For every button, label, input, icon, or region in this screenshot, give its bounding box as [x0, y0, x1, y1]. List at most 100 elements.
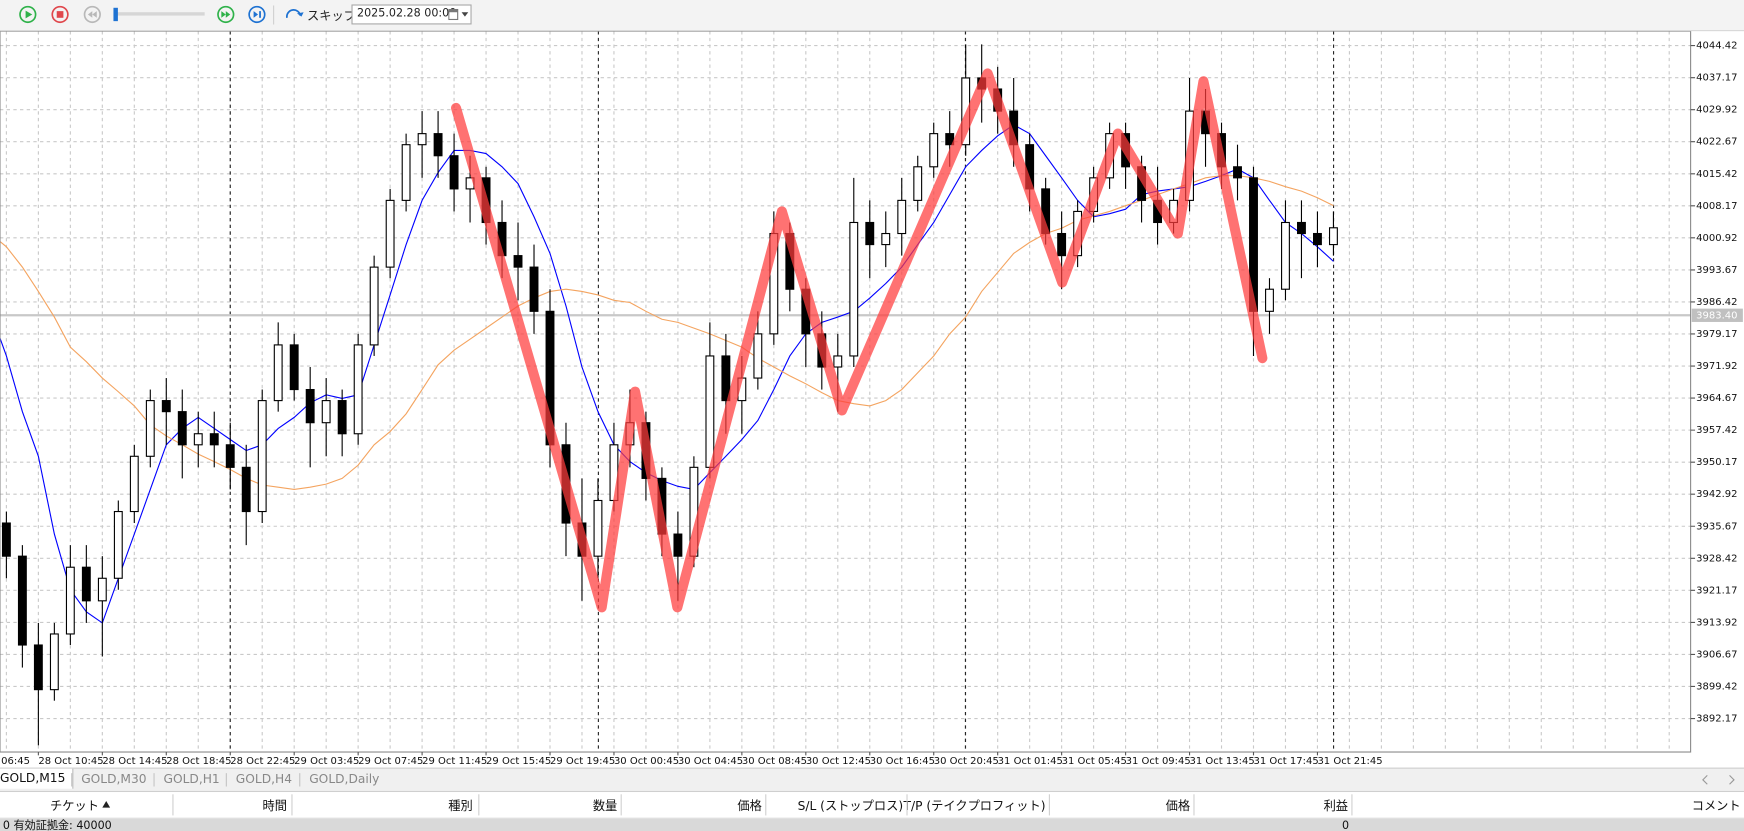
x-tick-label: 28 Oct 22:45: [230, 756, 295, 767]
y-tick-label: 3993.67: [1696, 265, 1737, 276]
column-header[interactable]: 時間: [262, 798, 287, 814]
y-tick-label: 3928.42: [1696, 553, 1737, 564]
play-button[interactable]: [19, 5, 37, 24]
stop-button[interactable]: [51, 5, 69, 24]
fast-forward-button[interactable]: [217, 5, 235, 24]
plot-border: [0, 31, 1692, 753]
y-tick-label: 3906.67: [1696, 649, 1737, 660]
candle-body: [513, 255, 523, 268]
y-tick-label: 3942.92: [1696, 489, 1737, 500]
candle-body: [193, 433, 203, 446]
candle-body: [369, 266, 379, 346]
candle-body: [161, 400, 171, 413]
account-summary-row: : 0 有効証拠金: 40000 0: [0, 818, 1744, 831]
axes: 4044.42 4037.17 4029.92 4022.67 4015.42 4008.…: [1, 41, 1743, 767]
x-tick-label: 30 Oct 20:45: [934, 756, 999, 767]
candle-body: [849, 221, 859, 357]
y-tick-label: 4000.92: [1696, 233, 1737, 244]
x-tick-label: 31 Oct 21:45: [1317, 756, 1382, 767]
candle-body: [321, 400, 331, 424]
chart-tab[interactable]: GOLD,Daily: [309, 772, 380, 787]
y-tick-label: 3964.67: [1696, 393, 1737, 404]
column-header[interactable]: S/L (ストップロス): [797, 798, 904, 814]
column-header[interactable]: 数量: [592, 798, 618, 814]
candle-body: [273, 344, 283, 402]
skip-icon[interactable]: [286, 9, 304, 18]
chart-tab[interactable]: GOLD,H1: [163, 772, 220, 787]
candle-body: [305, 388, 315, 424]
column-divider: [906, 794, 908, 816]
candle-body: [529, 266, 539, 312]
chart-tabs: GOLD,M15 GOLD,M30 GOLD,H1 GOLD,H4 GOLD,Daily: [0, 767, 1744, 793]
column-header[interactable]: 価格: [1165, 798, 1191, 814]
candle-body: [257, 400, 267, 513]
y-tick-label: 4022.67: [1696, 137, 1737, 148]
column-divider: [478, 794, 480, 816]
candle-body: [673, 533, 683, 557]
price-chart: 4044.42 4037.17 4029.92 4022.67 4015.42 4008.…: [0, 31, 1743, 767]
candle-body: [225, 444, 235, 468]
y-tick-label: 3950.17: [1696, 457, 1737, 468]
x-tick-label: 31 Oct 09:45: [1126, 756, 1191, 767]
column-header[interactable]: コメント: [1691, 798, 1741, 814]
column-header[interactable]: 価格: [737, 798, 762, 814]
candle-body: [353, 344, 363, 435]
y-tick-label: 4015.42: [1696, 169, 1737, 180]
candle-body: [433, 133, 443, 157]
candle-body: [897, 199, 907, 235]
x-tick-label: 31 Oct 01:45: [998, 756, 1063, 767]
y-tick-label: 3899.42: [1696, 681, 1737, 692]
chart-tab[interactable]: GOLD,M15: [0, 768, 74, 789]
moving-average-line: [0, 175, 1334, 490]
column-divider: [291, 794, 293, 816]
candle-body: [929, 133, 939, 168]
candle-body: [145, 400, 155, 457]
x-tick-label: 31 Oct 05:45: [1062, 756, 1127, 767]
x-tick-label: 30 Oct 00:45: [614, 756, 679, 767]
step-button[interactable]: [248, 5, 266, 24]
column-header[interactable]: 利益: [1323, 798, 1349, 814]
chart-tab[interactable]: GOLD,H4: [235, 772, 293, 787]
y-tick-label: 3935.67: [1696, 521, 1737, 532]
y-tick-label: 3971.92: [1696, 361, 1737, 372]
candle-body: [945, 133, 955, 146]
column-header[interactable]: 種別: [448, 798, 473, 814]
column-divider: [765, 794, 767, 816]
current-price-label: 3983.40: [1696, 310, 1737, 321]
candle-body: [209, 433, 219, 446]
trade-table-header: チケット 時間 種別 数量 価格 S/L (ストップロス) T/P (テイクプロフィット) 価…: [0, 792, 1744, 819]
skip-label[interactable]: スキップ: [306, 8, 356, 24]
date-value: 2025.02.28 00:00: [357, 7, 457, 21]
x-tick-label: 29 Oct 15:45: [486, 756, 551, 767]
x-tick-label: 31 Oct 17:45: [1253, 756, 1318, 767]
candle-body: [1233, 166, 1242, 179]
column-divider: [172, 794, 174, 816]
column-header[interactable]: T/P (テイクプロフィット): [903, 798, 1046, 814]
account-equity: : 0 有効証拠金: 40000: [0, 819, 112, 831]
x-tick-label: 30 Oct 16:45: [870, 756, 935, 767]
candle-body: [1297, 221, 1306, 235]
speed-slider[interactable]: [113, 7, 205, 22]
date-picker[interactable]: 2025.02.28 00:00: [351, 4, 472, 25]
candle-body: [337, 400, 347, 435]
chart-tab[interactable]: GOLD,M30: [81, 772, 147, 787]
x-tick-label: 29 Oct 19:45: [550, 756, 615, 767]
y-tick-label: 4037.17: [1696, 73, 1737, 84]
y-tick-label: 3921.17: [1696, 585, 1737, 596]
toolbar-icons: [19, 5, 304, 25]
column-header[interactable]: チケット: [50, 798, 99, 814]
rewind-button[interactable]: [83, 5, 101, 24]
candle-body: [65, 566, 75, 635]
candle-body: [129, 455, 139, 513]
column-divider: [620, 794, 622, 816]
candle-body: [241, 466, 251, 513]
x-tick-label: 31 Oct 13:45: [1190, 756, 1255, 767]
tab-scroll-arrows[interactable]: [1700, 773, 1740, 786]
date-picker-icons: [448, 8, 469, 21]
candle-body: [1281, 221, 1290, 290]
candle-body: [721, 355, 731, 402]
candle-body: [401, 144, 411, 201]
candle-body: [417, 133, 427, 146]
candle-body: [593, 499, 603, 557]
